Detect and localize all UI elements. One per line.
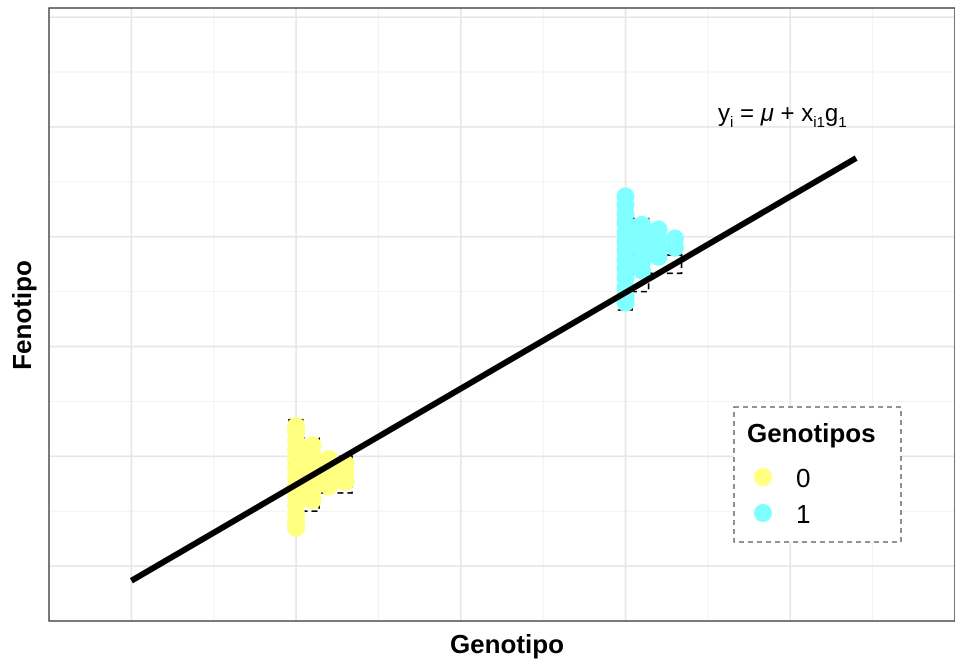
panel-border xyxy=(48,7,955,622)
point-g1-c1-5 xyxy=(633,215,652,234)
legend-key-1 xyxy=(754,504,772,522)
legend: Genotipos 0 1 xyxy=(733,406,902,543)
eq-plus-x: + x xyxy=(774,100,813,127)
y-axis-title: Fenotipo xyxy=(7,260,37,370)
point-g1-c2-3 xyxy=(649,220,668,239)
legend-key-0 xyxy=(754,468,772,486)
eq-sub-i: i xyxy=(730,114,733,131)
eq-sub-i1: i1 xyxy=(813,114,825,131)
data-points xyxy=(287,187,684,537)
eq-sub-1: 1 xyxy=(838,114,846,131)
minor-gridlines xyxy=(49,8,955,621)
regression-equation: yi = μ + xi1g1 xyxy=(718,100,847,131)
regression-line-group xyxy=(129,155,858,584)
point-g0-c1-6 xyxy=(303,436,322,455)
eq-y: y xyxy=(718,100,730,127)
point-g1-c3-1 xyxy=(665,229,684,248)
eq-mu: μ xyxy=(760,100,774,127)
point-g0-c0-12 xyxy=(287,417,306,436)
x-axis-title: Genotipo xyxy=(450,629,564,659)
eq-equals: = xyxy=(733,100,760,127)
legend-title: Genotipos xyxy=(747,418,876,448)
eq-g: g xyxy=(825,100,838,127)
regression-line xyxy=(129,155,858,584)
point-g1-c0-12 xyxy=(616,187,635,206)
legend-label-1: 1 xyxy=(796,499,810,529)
legend-label-0: 0 xyxy=(796,463,810,493)
major-gridlines xyxy=(49,8,955,621)
